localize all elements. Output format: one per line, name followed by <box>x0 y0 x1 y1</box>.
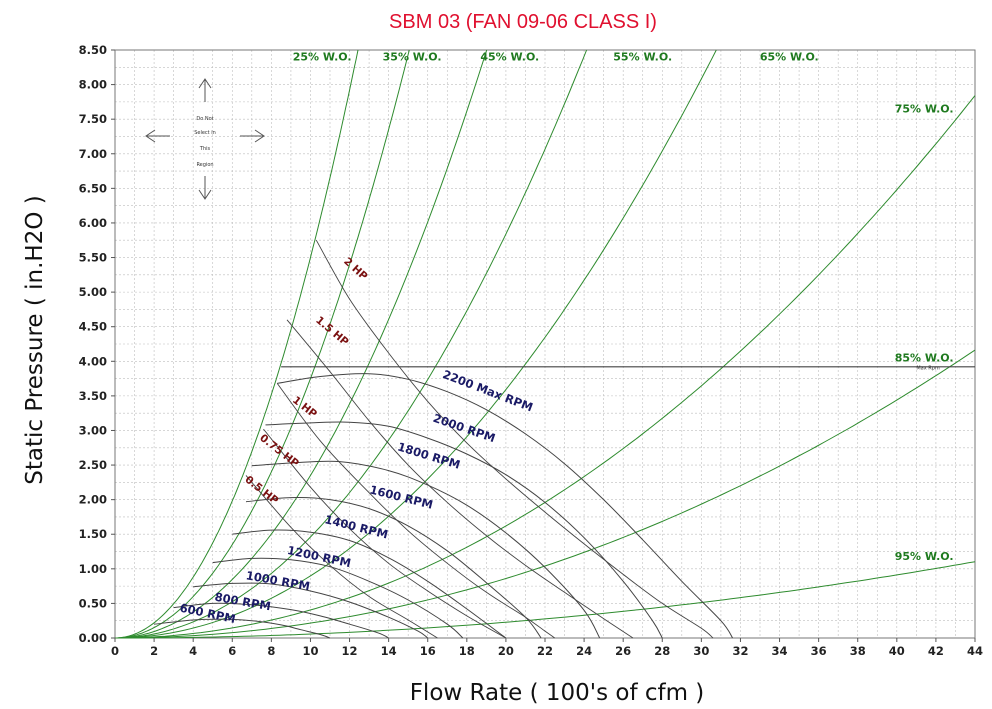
y-tick-label: 0.00 <box>79 631 107 645</box>
system-curve-line <box>115 49 717 639</box>
x-tick-label: 12 <box>342 644 358 658</box>
grid <box>115 50 975 638</box>
rpm-label: 1600 RPM <box>368 483 434 512</box>
y-tick-label: 1.50 <box>79 527 107 541</box>
y-tick-label: 6.50 <box>79 181 107 195</box>
rpm-curves <box>154 373 734 639</box>
y-tick-label: 2.00 <box>79 493 107 507</box>
system-curve-line <box>115 349 976 639</box>
y-tick-label: 5.50 <box>79 251 107 265</box>
x-tick-label: 32 <box>732 644 748 658</box>
rpm-label: 1200 RPM <box>286 543 352 570</box>
y-tick-label: 4.50 <box>79 320 107 334</box>
rpm-curve-line <box>277 373 734 639</box>
hp-label: 0.75 HP <box>257 432 301 470</box>
x-tick-label: 16 <box>420 644 436 658</box>
x-tick-label: 8 <box>267 644 275 658</box>
region-note-line-3: This <box>199 146 211 152</box>
y-tick-label: 8.50 <box>79 43 107 57</box>
rpm-curve-line <box>232 529 507 639</box>
region-note-line-2: Select in <box>194 130 216 136</box>
hp-label: 0.5 HP <box>243 474 281 507</box>
system-curve-label: 95% W.O. <box>895 550 954 563</box>
y-tick-label: 3.00 <box>79 423 107 437</box>
hp-curve-line <box>286 319 634 639</box>
system-curve-line <box>115 49 588 639</box>
y-tick-label: 0.50 <box>79 596 107 610</box>
x-tick-label: 4 <box>189 644 197 658</box>
x-tick-label: 44 <box>967 644 983 658</box>
x-tick-label: 28 <box>654 644 670 658</box>
y-tick-label: 3.50 <box>79 389 107 403</box>
rpm-curve-line <box>265 421 663 639</box>
arrow-down-head <box>198 189 212 200</box>
hp-curve-line <box>245 475 438 639</box>
y-tick-label: 2.50 <box>79 458 107 472</box>
y-axis-title: Static Pressure ( in.H2O ) <box>22 195 48 484</box>
rpm-curve-line <box>212 557 464 639</box>
x-tick-label: 38 <box>850 644 866 658</box>
rpm-curve-line <box>245 496 542 639</box>
hp-curve-line <box>276 383 556 639</box>
x-tick-label: 34 <box>772 644 788 658</box>
system-curve-label: 45% W.O. <box>480 50 539 63</box>
y-tick-label: 8.00 <box>79 78 107 92</box>
arrow-up-head <box>198 78 212 89</box>
rpm-curve-line <box>251 460 601 639</box>
x-tick-label: 24 <box>576 644 592 658</box>
x-tick-label: 20 <box>498 644 514 658</box>
x-tick-label: 14 <box>381 644 397 658</box>
rpm-curve-line <box>193 582 429 639</box>
x-tick-label: 30 <box>693 644 709 658</box>
hp-labels: 0.5 HP0.75 HP1 HP1.5 HP2 HP <box>243 255 370 507</box>
x-tick-label: 26 <box>615 644 631 658</box>
system-curve-label: 25% W.O. <box>293 50 352 63</box>
system-curve-label: 75% W.O. <box>895 102 954 115</box>
system-curve-label: 35% W.O. <box>383 50 442 63</box>
x-tick-label: 18 <box>459 644 475 658</box>
region-note-line-4: Region <box>196 162 213 168</box>
system-curve-label: 65% W.O. <box>760 50 819 63</box>
x-tick-label: 22 <box>537 644 553 658</box>
y-tick-label: 6.00 <box>79 216 107 230</box>
x-axis-title: Flow Rate ( 100's of cfm ) <box>410 680 705 706</box>
hp-curve-line <box>263 428 507 639</box>
arrow-left-head <box>145 129 156 143</box>
arrow-right-head <box>254 129 265 143</box>
x-tick-label: 36 <box>811 644 827 658</box>
x-tick-label: 40 <box>889 644 905 658</box>
hp-curves <box>245 239 714 639</box>
y-tick-label: 7.00 <box>79 147 107 161</box>
hp-label: 2 HP <box>341 255 370 282</box>
rpm-curve-line <box>173 602 389 639</box>
y-tick-label: 5.00 <box>79 285 107 299</box>
x-tick-label: 42 <box>928 644 944 658</box>
system-curve-label: 55% W.O. <box>613 50 672 63</box>
y-axis-ticks: 0.00 0.50 1.00 1.50 2.00 2.50 3.00 3.50 4.00 4.50… <box>79 43 115 645</box>
y-tick-label: 7.50 <box>79 112 107 126</box>
x-tick-label: 0 <box>111 644 119 658</box>
rpm-label: 1800 RPM <box>396 440 462 472</box>
max-line-note: Max Rpm <box>916 366 940 372</box>
system-curve-line <box>115 49 410 639</box>
system-curve-label: 85% W.O. <box>895 351 954 364</box>
y-tick-label: 1.00 <box>79 562 107 576</box>
rpm-curve-line <box>154 618 331 639</box>
system-curve-labels: 25% W.O. 35% W.O. 45% W.O. 55% W.O. 65% W.O.… <box>293 50 954 562</box>
rpm-label: 1000 RPM <box>245 568 311 593</box>
x-tick-label: 10 <box>302 644 318 658</box>
region-note-line-1: Do Not <box>196 116 213 122</box>
y-tick-label: 4.00 <box>79 354 107 368</box>
region-note: Do Not Select in This Region <box>145 78 265 200</box>
x-tick-label: 6 <box>228 644 236 658</box>
hp-curve-line <box>315 239 714 639</box>
chart-title: SBM 03 (FAN 09-06 CLASS I) <box>389 11 657 33</box>
system-curve-line <box>115 561 976 639</box>
rpm-label: 2200 Max RPM <box>441 367 535 414</box>
x-tick-label: 2 <box>150 644 158 658</box>
max-pressure-line: Max Rpm <box>281 366 975 372</box>
system-curve-line <box>115 49 359 639</box>
x-axis-ticks: 0 2 4 6 8 10 12 14 16 18 20 22 24 26 28 30 32 34 36 38 40 42 4… <box>111 638 983 658</box>
